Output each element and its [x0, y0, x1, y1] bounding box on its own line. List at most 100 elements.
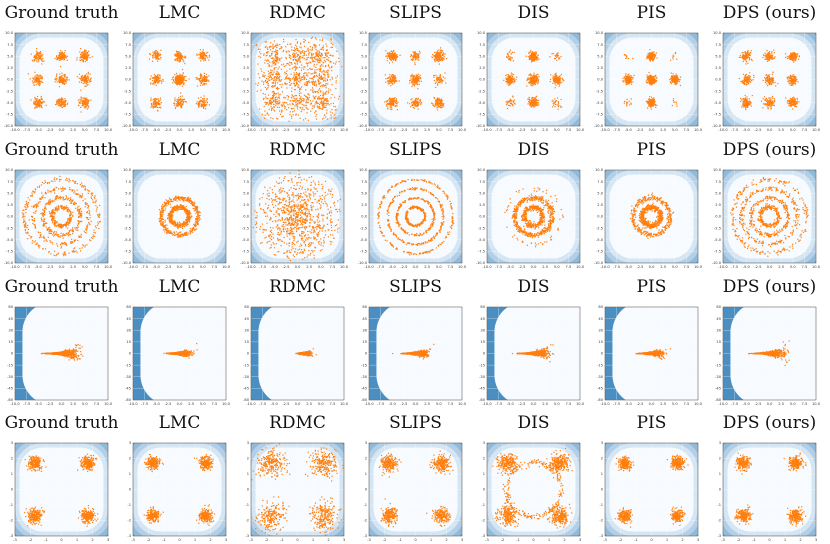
sample-point — [268, 65, 270, 67]
sample-point — [155, 105, 157, 107]
sample-point — [295, 113, 297, 115]
sample-point — [80, 76, 82, 78]
sample-point — [300, 88, 302, 91]
sample-point — [319, 65, 321, 67]
sample-point — [558, 56, 560, 59]
sample-point — [411, 74, 413, 77]
sample-point — [324, 59, 326, 62]
sample-point — [411, 104, 413, 106]
sample-point — [531, 101, 533, 103]
sample-point — [272, 60, 274, 62]
sample-point — [388, 82, 390, 85]
sample-point — [152, 105, 154, 107]
sample-point — [158, 81, 160, 83]
sample-point — [389, 78, 391, 80]
sample-point — [431, 53, 434, 56]
sample-point — [392, 80, 395, 82]
sample-point — [303, 75, 305, 77]
sample-point — [59, 53, 61, 55]
sample-point — [78, 81, 81, 83]
sample-point — [85, 49, 87, 52]
sample-point — [300, 92, 302, 94]
sample-point — [266, 112, 268, 114]
panel-1-1: -10.0 -7.5 -5.0 -2.5 0.0 2.5 5.0 7.5 10.010.07.5… — [4, 31, 113, 132]
sample-point — [557, 83, 559, 85]
sample-point — [161, 82, 163, 84]
sample-point — [41, 101, 43, 103]
sample-point — [389, 57, 391, 59]
sample-point — [395, 58, 398, 60]
sample-point — [511, 73, 513, 75]
y-tick-label: 7.5 — [361, 43, 367, 47]
sample-point — [294, 50, 296, 52]
sample-point — [184, 57, 187, 59]
sample-point — [443, 57, 445, 59]
sample-point — [204, 57, 207, 59]
sample-point — [556, 59, 558, 61]
sample-point — [294, 85, 296, 87]
sample-point — [330, 114, 332, 116]
sample-point — [535, 80, 538, 82]
sample-point — [205, 55, 208, 57]
sample-point — [298, 77, 301, 79]
sample-point — [535, 58, 537, 60]
sample-point — [179, 77, 181, 79]
sample-point — [527, 103, 529, 105]
sample-point — [533, 79, 536, 82]
sample-point — [329, 54, 331, 56]
sample-point — [155, 97, 157, 100]
sample-point — [208, 75, 210, 77]
sample-point — [557, 77, 560, 79]
sample-point — [535, 102, 538, 104]
sample-point — [271, 65, 273, 67]
sample-point — [393, 79, 395, 81]
sample-point — [318, 44, 321, 46]
sample-point — [334, 96, 336, 99]
sample-point — [156, 57, 158, 59]
sample-point — [262, 74, 264, 76]
sample-point — [387, 77, 390, 79]
sample-point — [388, 76, 391, 78]
sample-point — [294, 77, 296, 79]
sample-point — [536, 76, 538, 78]
sample-point — [183, 76, 186, 78]
sample-point — [158, 99, 160, 101]
sample-point — [335, 61, 337, 63]
sample-point — [41, 63, 43, 65]
sample-point — [327, 102, 329, 105]
sample-point — [526, 85, 528, 87]
sample-point — [86, 80, 88, 82]
sample-point — [553, 57, 556, 60]
sample-point — [295, 47, 297, 50]
sample-point — [159, 58, 161, 60]
sample-point — [296, 41, 299, 43]
sample-point — [442, 105, 444, 108]
sample-point — [538, 99, 540, 101]
sample-point — [312, 92, 315, 94]
sample-point — [154, 75, 156, 77]
sample-point — [556, 56, 558, 59]
sample-point — [309, 67, 311, 70]
sample-point — [529, 74, 531, 76]
sample-point — [434, 60, 436, 63]
sample-point — [315, 95, 317, 98]
sample-point — [260, 89, 262, 91]
sample-point — [432, 103, 434, 105]
sample-point — [287, 78, 290, 80]
sample-point — [267, 94, 270, 96]
sample-point — [278, 79, 281, 81]
sample-point — [61, 77, 64, 79]
sample-point — [325, 102, 327, 104]
sample-point — [413, 78, 415, 80]
sample-point — [411, 80, 413, 82]
sample-point — [56, 55, 58, 57]
sample-point — [513, 82, 515, 84]
sample-point — [439, 54, 441, 56]
sample-point — [59, 77, 61, 79]
sample-point — [179, 58, 181, 60]
sample-point — [264, 80, 266, 82]
sample-point — [293, 66, 295, 68]
sample-point — [269, 61, 271, 63]
sample-point — [84, 106, 86, 108]
sample-point — [38, 105, 41, 107]
